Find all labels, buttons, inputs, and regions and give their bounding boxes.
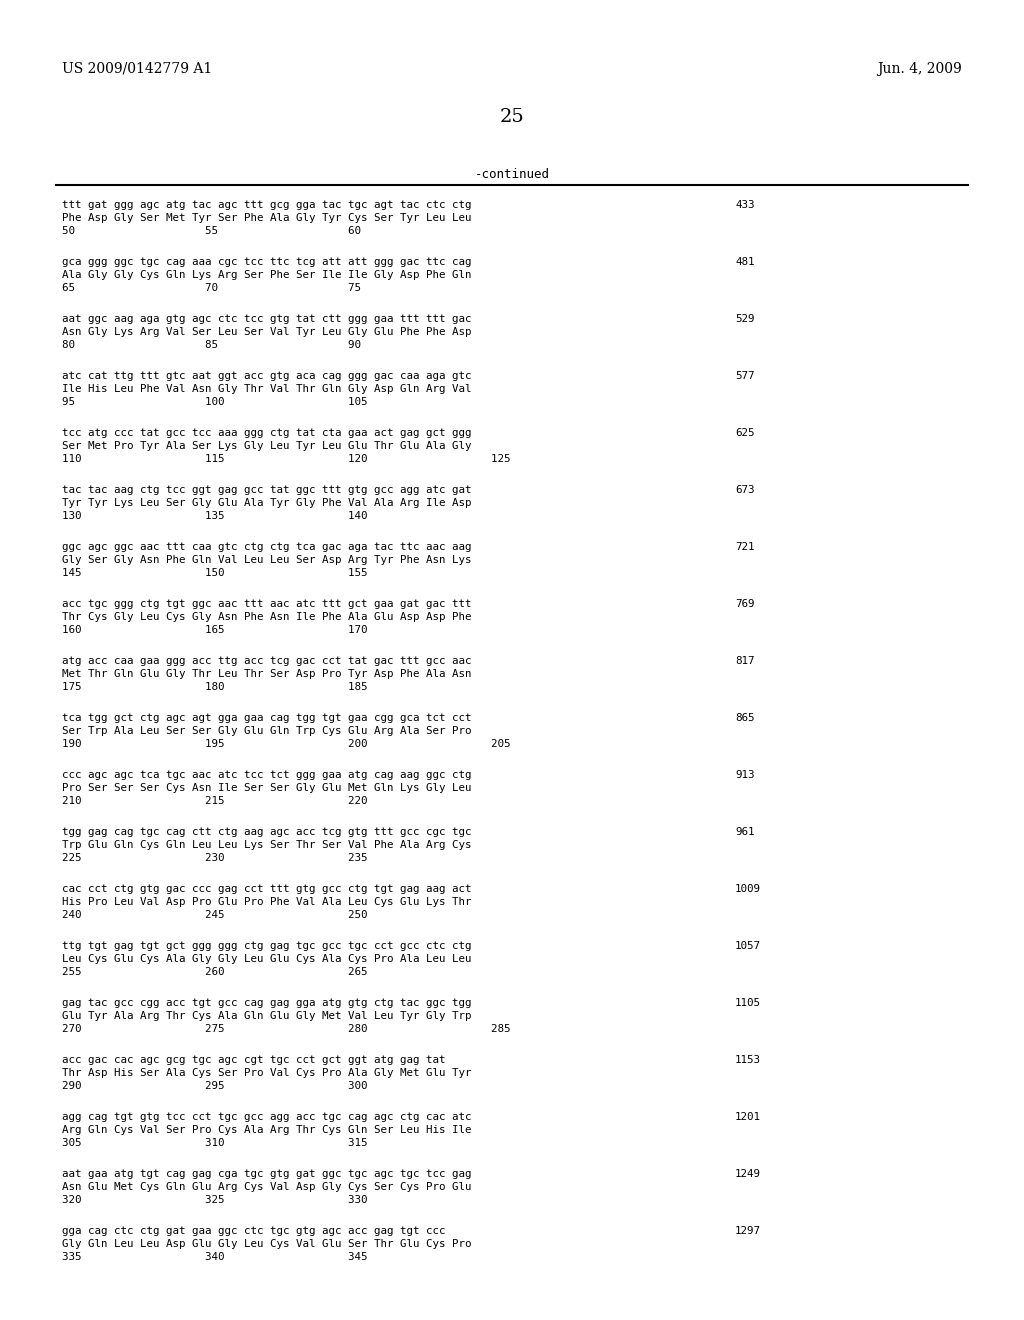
Text: Tyr Tyr Lys Leu Ser Gly Glu Ala Tyr Gly Phe Val Ala Arg Ile Asp: Tyr Tyr Lys Leu Ser Gly Glu Ala Tyr Gly … xyxy=(62,498,471,508)
Text: Glu Tyr Ala Arg Thr Cys Ala Gln Glu Gly Met Val Leu Tyr Gly Trp: Glu Tyr Ala Arg Thr Cys Ala Gln Glu Gly … xyxy=(62,1011,471,1020)
Text: 625: 625 xyxy=(735,428,755,438)
Text: 190                   195                   200                   205: 190 195 200 205 xyxy=(62,739,511,748)
Text: 1153: 1153 xyxy=(735,1055,761,1065)
Text: ttg tgt gag tgt gct ggg ggg ctg gag tgc gcc tgc cct gcc ctc ctg: ttg tgt gag tgt gct ggg ggg ctg gag tgc … xyxy=(62,941,471,950)
Text: 335                   340                   345: 335 340 345 xyxy=(62,1251,368,1262)
Text: 673: 673 xyxy=(735,484,755,495)
Text: 1009: 1009 xyxy=(735,884,761,894)
Text: cac cct ctg gtg gac ccc gag cct ttt gtg gcc ctg tgt gag aag act: cac cct ctg gtg gac ccc gag cct ttt gtg … xyxy=(62,884,471,894)
Text: 255                   260                   265: 255 260 265 xyxy=(62,968,368,977)
Text: 1201: 1201 xyxy=(735,1111,761,1122)
Text: 210                   215                   220: 210 215 220 xyxy=(62,796,368,807)
Text: 961: 961 xyxy=(735,828,755,837)
Text: Ile His Leu Phe Val Asn Gly Thr Val Thr Gln Gly Asp Gln Arg Val: Ile His Leu Phe Val Asn Gly Thr Val Thr … xyxy=(62,384,471,393)
Text: Ser Met Pro Tyr Ala Ser Lys Gly Leu Tyr Leu Glu Thr Glu Ala Gly: Ser Met Pro Tyr Ala Ser Lys Gly Leu Tyr … xyxy=(62,441,471,451)
Text: 145                   150                   155: 145 150 155 xyxy=(62,568,368,578)
Text: tac tac aag ctg tcc ggt gag gcc tat ggc ttt gtg gcc agg atc gat: tac tac aag ctg tcc ggt gag gcc tat ggc … xyxy=(62,484,471,495)
Text: 865: 865 xyxy=(735,713,755,723)
Text: Ser Trp Ala Leu Ser Ser Gly Glu Gln Trp Cys Glu Arg Ala Ser Pro: Ser Trp Ala Leu Ser Ser Gly Glu Gln Trp … xyxy=(62,726,471,737)
Text: 1297: 1297 xyxy=(735,1226,761,1236)
Text: Asn Glu Met Cys Gln Glu Arg Cys Val Asp Gly Cys Ser Cys Pro Glu: Asn Glu Met Cys Gln Glu Arg Cys Val Asp … xyxy=(62,1181,471,1192)
Text: 320                   325                   330: 320 325 330 xyxy=(62,1195,368,1205)
Text: 80                    85                    90: 80 85 90 xyxy=(62,341,361,350)
Text: 240                   245                   250: 240 245 250 xyxy=(62,909,368,920)
Text: 290                   295                   300: 290 295 300 xyxy=(62,1081,368,1092)
Text: gga cag ctc ctg gat gaa ggc ctc tgc gtg agc acc gag tgt ccc: gga cag ctc ctg gat gaa ggc ctc tgc gtg … xyxy=(62,1226,445,1236)
Text: tcc atg ccc tat gcc tcc aaa ggg ctg tat cta gaa act gag gct ggg: tcc atg ccc tat gcc tcc aaa ggg ctg tat … xyxy=(62,428,471,438)
Text: 225                   230                   235: 225 230 235 xyxy=(62,853,368,863)
Text: 529: 529 xyxy=(735,314,755,323)
Text: 110                   115                   120                   125: 110 115 120 125 xyxy=(62,454,511,465)
Text: 817: 817 xyxy=(735,656,755,667)
Text: His Pro Leu Val Asp Pro Glu Pro Phe Val Ala Leu Cys Glu Lys Thr: His Pro Leu Val Asp Pro Glu Pro Phe Val … xyxy=(62,898,471,907)
Text: Thr Asp His Ser Ala Cys Ser Pro Val Cys Pro Ala Gly Met Glu Tyr: Thr Asp His Ser Ala Cys Ser Pro Val Cys … xyxy=(62,1068,471,1078)
Text: 65                    70                    75: 65 70 75 xyxy=(62,282,361,293)
Text: 1057: 1057 xyxy=(735,941,761,950)
Text: ccc agc agc tca tgc aac atc tcc tct ggg gaa atg cag aag ggc ctg: ccc agc agc tca tgc aac atc tcc tct ggg … xyxy=(62,770,471,780)
Text: Met Thr Gln Glu Gly Thr Leu Thr Ser Asp Pro Tyr Asp Phe Ala Asn: Met Thr Gln Glu Gly Thr Leu Thr Ser Asp … xyxy=(62,669,471,678)
Text: Arg Gln Cys Val Ser Pro Cys Ala Arg Thr Cys Gln Ser Leu His Ile: Arg Gln Cys Val Ser Pro Cys Ala Arg Thr … xyxy=(62,1125,471,1135)
Text: tca tgg gct ctg agc agt gga gaa cag tgg tgt gaa cgg gca tct cct: tca tgg gct ctg agc agt gga gaa cag tgg … xyxy=(62,713,471,723)
Text: gag tac gcc cgg acc tgt gcc cag gag gga atg gtg ctg tac ggc tgg: gag tac gcc cgg acc tgt gcc cag gag gga … xyxy=(62,998,471,1008)
Text: tgg gag cag tgc cag ctt ctg aag agc acc tcg gtg ttt gcc cgc tgc: tgg gag cag tgc cag ctt ctg aag agc acc … xyxy=(62,828,471,837)
Text: 25: 25 xyxy=(500,108,524,125)
Text: 481: 481 xyxy=(735,257,755,267)
Text: Gly Ser Gly Asn Phe Gln Val Leu Leu Ser Asp Arg Tyr Phe Asn Lys: Gly Ser Gly Asn Phe Gln Val Leu Leu Ser … xyxy=(62,554,471,565)
Text: agg cag tgt gtg tcc cct tgc gcc agg acc tgc cag agc ctg cac atc: agg cag tgt gtg tcc cct tgc gcc agg acc … xyxy=(62,1111,471,1122)
Text: 95                    100                   105: 95 100 105 xyxy=(62,397,368,407)
Text: Ala Gly Gly Cys Gln Lys Arg Ser Phe Ser Ile Ile Gly Asp Phe Gln: Ala Gly Gly Cys Gln Lys Arg Ser Phe Ser … xyxy=(62,271,471,280)
Text: 577: 577 xyxy=(735,371,755,381)
Text: aat ggc aag aga gtg agc ctc tcc gtg tat ctt ggg gaa ttt ttt gac: aat ggc aag aga gtg agc ctc tcc gtg tat … xyxy=(62,314,471,323)
Text: Gly Gln Leu Leu Asp Glu Gly Leu Cys Val Glu Ser Thr Glu Cys Pro: Gly Gln Leu Leu Asp Glu Gly Leu Cys Val … xyxy=(62,1239,471,1249)
Text: gca ggg ggc tgc cag aaa cgc tcc ttc tcg att att ggg gac ttc cag: gca ggg ggc tgc cag aaa cgc tcc ttc tcg … xyxy=(62,257,471,267)
Text: 433: 433 xyxy=(735,201,755,210)
Text: 175                   180                   185: 175 180 185 xyxy=(62,682,368,692)
Text: 270                   275                   280                   285: 270 275 280 285 xyxy=(62,1024,511,1034)
Text: 305                   310                   315: 305 310 315 xyxy=(62,1138,368,1148)
Text: 1249: 1249 xyxy=(735,1170,761,1179)
Text: Trp Glu Gln Cys Gln Leu Leu Lys Ser Thr Ser Val Phe Ala Arg Cys: Trp Glu Gln Cys Gln Leu Leu Lys Ser Thr … xyxy=(62,840,471,850)
Text: acc gac cac agc gcg tgc agc cgt tgc cct gct ggt atg gag tat: acc gac cac agc gcg tgc agc cgt tgc cct … xyxy=(62,1055,445,1065)
Text: ttt gat ggg agc atg tac agc ttt gcg gga tac tgc agt tac ctc ctg: ttt gat ggg agc atg tac agc ttt gcg gga … xyxy=(62,201,471,210)
Text: ggc agc ggc aac ttt caa gtc ctg ctg tca gac aga tac ttc aac aag: ggc agc ggc aac ttt caa gtc ctg ctg tca … xyxy=(62,543,471,552)
Text: Jun. 4, 2009: Jun. 4, 2009 xyxy=(878,62,962,77)
Text: 721: 721 xyxy=(735,543,755,552)
Text: Asn Gly Lys Arg Val Ser Leu Ser Val Tyr Leu Gly Glu Phe Phe Asp: Asn Gly Lys Arg Val Ser Leu Ser Val Tyr … xyxy=(62,327,471,337)
Text: acc tgc ggg ctg tgt ggc aac ttt aac atc ttt gct gaa gat gac ttt: acc tgc ggg ctg tgt ggc aac ttt aac atc … xyxy=(62,599,471,609)
Text: 50                    55                    60: 50 55 60 xyxy=(62,226,361,236)
Text: atg acc caa gaa ggg acc ttg acc tcg gac cct tat gac ttt gcc aac: atg acc caa gaa ggg acc ttg acc tcg gac … xyxy=(62,656,471,667)
Text: 769: 769 xyxy=(735,599,755,609)
Text: Leu Cys Glu Cys Ala Gly Gly Leu Glu Cys Ala Cys Pro Ala Leu Leu: Leu Cys Glu Cys Ala Gly Gly Leu Glu Cys … xyxy=(62,954,471,964)
Text: aat gaa atg tgt cag gag cga tgc gtg gat ggc tgc agc tgc tcc gag: aat gaa atg tgt cag gag cga tgc gtg gat … xyxy=(62,1170,471,1179)
Text: Thr Cys Gly Leu Cys Gly Asn Phe Asn Ile Phe Ala Glu Asp Asp Phe: Thr Cys Gly Leu Cys Gly Asn Phe Asn Ile … xyxy=(62,612,471,622)
Text: Pro Ser Ser Ser Cys Asn Ile Ser Ser Gly Glu Met Gln Lys Gly Leu: Pro Ser Ser Ser Cys Asn Ile Ser Ser Gly … xyxy=(62,783,471,793)
Text: US 2009/0142779 A1: US 2009/0142779 A1 xyxy=(62,62,212,77)
Text: 160                   165                   170: 160 165 170 xyxy=(62,624,368,635)
Text: -continued: -continued xyxy=(474,168,550,181)
Text: 1105: 1105 xyxy=(735,998,761,1008)
Text: 913: 913 xyxy=(735,770,755,780)
Text: atc cat ttg ttt gtc aat ggt acc gtg aca cag ggg gac caa aga gtc: atc cat ttg ttt gtc aat ggt acc gtg aca … xyxy=(62,371,471,381)
Text: 130                   135                   140: 130 135 140 xyxy=(62,511,368,521)
Text: Phe Asp Gly Ser Met Tyr Ser Phe Ala Gly Tyr Cys Ser Tyr Leu Leu: Phe Asp Gly Ser Met Tyr Ser Phe Ala Gly … xyxy=(62,213,471,223)
